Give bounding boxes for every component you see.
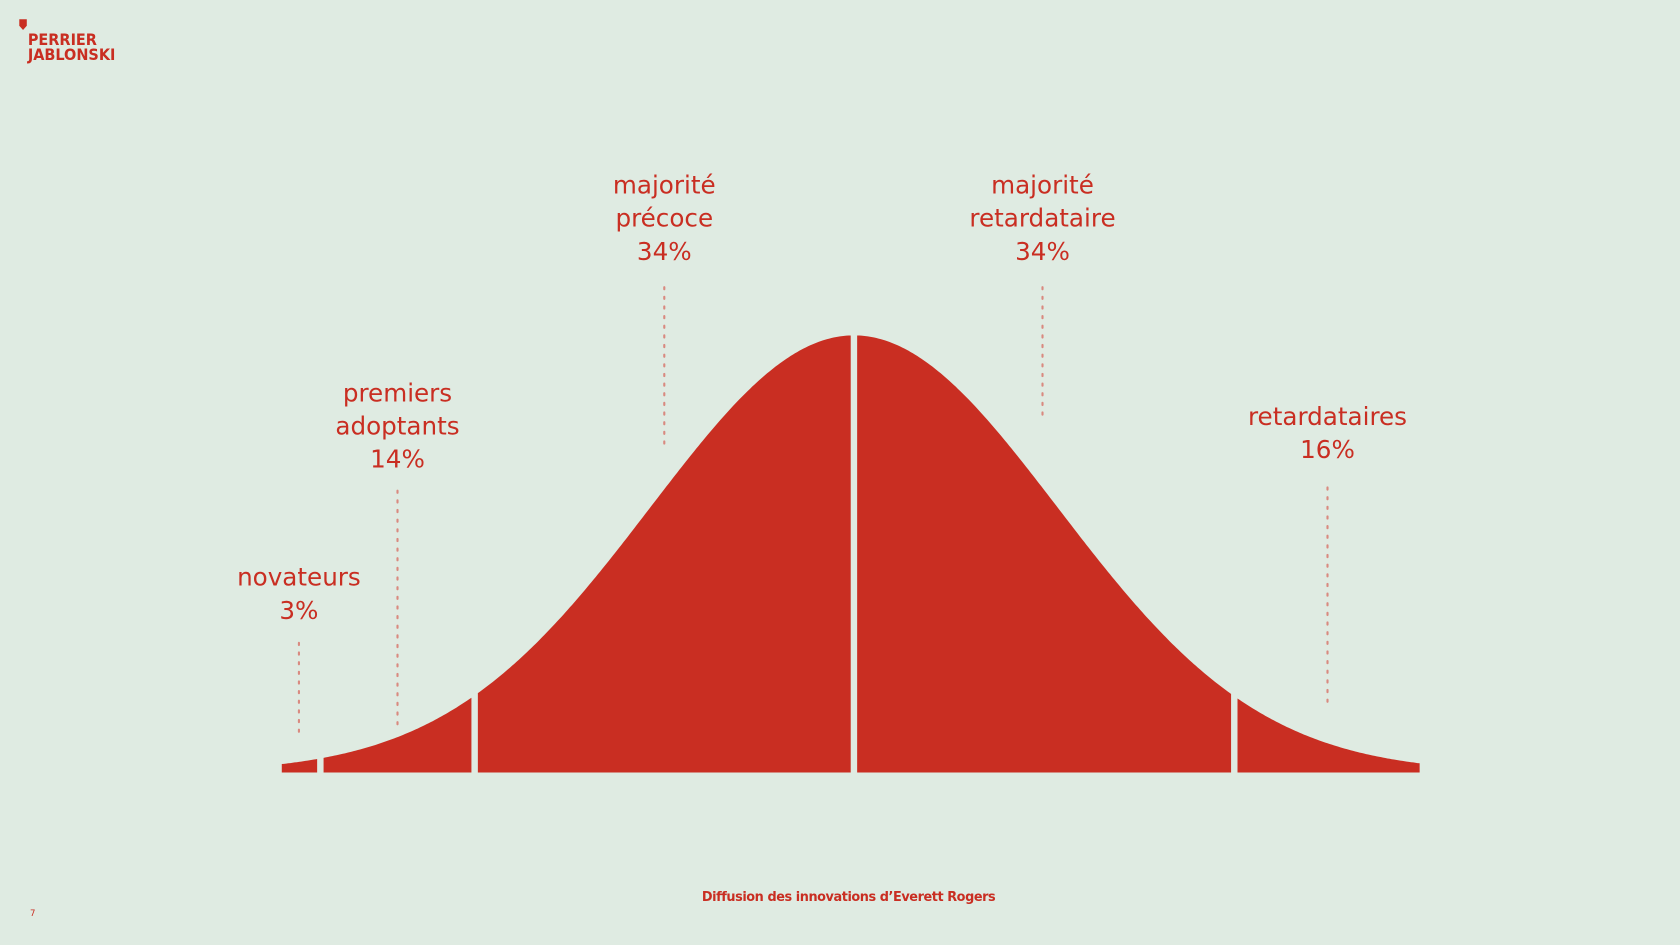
curve-segment [323, 697, 472, 773]
segment-share: 34% [637, 237, 692, 266]
segment-label: précoce [615, 204, 713, 233]
segment-share: 3% [279, 596, 318, 625]
segment-label: retardataire [969, 204, 1115, 233]
segment-share: 16% [1300, 435, 1355, 464]
curve-segment [857, 335, 1232, 773]
logo-line: PERRIER [28, 30, 97, 49]
labels: novateurs 3% premiers adoptants 14% majorité p… [237, 170, 1407, 741]
segment-label: retardataires [1248, 402, 1407, 431]
curve-segment [281, 759, 318, 773]
segment-share: 34% [1015, 237, 1070, 266]
logo-icon [19, 19, 27, 30]
logo: PERRIER JABLONSKI [19, 19, 115, 64]
segment-label: majorité [991, 170, 1094, 199]
page-number: 7 [30, 909, 35, 919]
segment-share: 14% [370, 445, 425, 474]
segment-label: premiers [343, 378, 452, 407]
curve-segment [477, 335, 851, 773]
segment-label: majorité [613, 170, 716, 199]
caption: Diffusion des innovations d’Everett Roge… [702, 890, 996, 905]
segment-label: novateurs [237, 563, 361, 592]
bell-curve [281, 335, 1420, 773]
segment-label: adoptants [335, 412, 459, 441]
logo-line: JABLONSKI [27, 45, 116, 64]
curve-segment [1237, 698, 1420, 773]
